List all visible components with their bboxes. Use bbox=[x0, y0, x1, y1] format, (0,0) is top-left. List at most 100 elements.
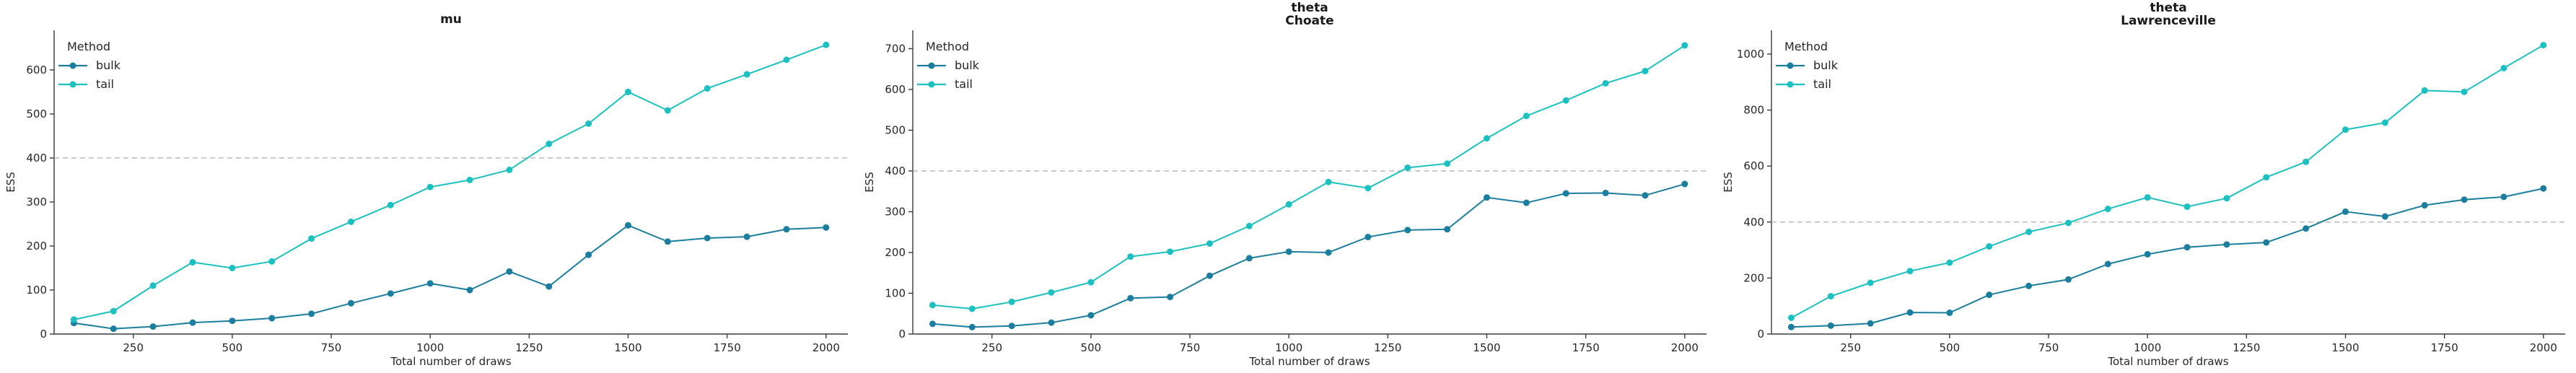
data-point-bulk bbox=[1364, 234, 1372, 241]
legend-marker-tail bbox=[69, 81, 76, 88]
data-point-tail bbox=[229, 264, 236, 271]
x-axis-label: Total number of draws bbox=[1248, 355, 1370, 368]
data-point-tail bbox=[968, 305, 976, 312]
data-point-tail bbox=[1167, 248, 1174, 255]
x-tick-label: 750 bbox=[2038, 341, 2059, 354]
data-point-bulk bbox=[2381, 213, 2388, 220]
data-point-bulk bbox=[743, 233, 750, 240]
x-tick-label: 2000 bbox=[1671, 341, 1699, 354]
data-point-bulk bbox=[1444, 226, 1451, 233]
x-tick-label: 1000 bbox=[416, 341, 444, 354]
x-tick-label: 2000 bbox=[2530, 341, 2557, 354]
data-point-bulk bbox=[2144, 250, 2151, 258]
data-point-bulk bbox=[466, 286, 473, 294]
data-point-tail bbox=[1946, 259, 1953, 266]
data-point-bulk bbox=[783, 226, 790, 233]
y-tick-label: 800 bbox=[1743, 104, 1764, 117]
x-tick-label: 1000 bbox=[2134, 341, 2161, 354]
ess-chart-mu: 0 100 200 300 400 500 600 250 500 750 1000 1250 1500… bbox=[4, 12, 848, 368]
data-point-tail bbox=[149, 282, 157, 289]
data-point-bulk bbox=[110, 325, 117, 333]
data-point-bulk bbox=[1167, 294, 1174, 301]
chart-panel-mu: 0 100 200 300 400 500 600 250 500 750 1000 1250 1500… bbox=[0, 0, 859, 373]
data-point-tail bbox=[1642, 68, 1649, 75]
data-point-tail bbox=[1523, 113, 1530, 120]
data-point-tail bbox=[2104, 206, 2111, 213]
data-point-tail bbox=[1206, 240, 1213, 247]
data-point-tail bbox=[664, 107, 671, 114]
x-tick-label: 1250 bbox=[1374, 341, 1401, 354]
legend-label-tail: tail bbox=[1813, 77, 1831, 91]
data-point-bulk bbox=[1404, 227, 1411, 234]
data-point-bulk bbox=[2025, 282, 2033, 289]
data-point-bulk bbox=[347, 299, 354, 307]
y-tick-label: 0 bbox=[898, 328, 906, 341]
data-point-bulk bbox=[2303, 225, 2310, 232]
data-point-bulk bbox=[823, 224, 830, 231]
data-point-tail bbox=[1245, 222, 1253, 229]
data-point-tail bbox=[585, 120, 592, 127]
x-axis-label: Total number of draws bbox=[2107, 355, 2228, 368]
ess-chart-theta-choate: 0 100 200 300 400 500 600 700 250 500 750 1000 1250 1… bbox=[863, 1, 1707, 368]
data-point-bulk bbox=[1787, 323, 1795, 330]
data-point-tail bbox=[466, 176, 473, 183]
data-point-bulk bbox=[1867, 320, 1874, 327]
data-point-tail bbox=[1787, 314, 1795, 321]
x-tick-label: 500 bbox=[1940, 341, 1961, 354]
data-point-tail bbox=[1444, 160, 1451, 167]
data-point-bulk bbox=[585, 251, 592, 258]
series-line-bulk bbox=[74, 224, 826, 330]
chart-panel-theta-choate: 0 100 200 300 400 500 600 700 250 500 750 1000 1250 1… bbox=[859, 0, 1717, 373]
data-point-bulk bbox=[1827, 322, 1834, 329]
y-tick-label: 500 bbox=[26, 107, 47, 120]
y-axis-label: ESS bbox=[4, 172, 17, 193]
data-point-tail bbox=[704, 85, 711, 92]
data-point-tail bbox=[1364, 185, 1372, 192]
data-point-tail bbox=[2144, 194, 2151, 201]
data-point-tail bbox=[308, 235, 315, 242]
data-point-bulk bbox=[2104, 260, 2111, 268]
data-point-tail bbox=[2461, 88, 2468, 95]
data-point-bulk bbox=[308, 310, 315, 317]
data-point-tail bbox=[347, 218, 354, 225]
legend-title: Method bbox=[926, 40, 969, 53]
legend-label-tail: tail bbox=[96, 77, 114, 91]
x-tick-label: 2000 bbox=[812, 341, 840, 354]
y-tick-label: 600 bbox=[885, 83, 906, 96]
data-point-tail bbox=[426, 183, 434, 190]
data-point-bulk bbox=[1285, 248, 1292, 255]
chart-panel-theta-lawrenceville: 0 200 400 600 800 1000 250 500 750 1000 1250 1500 17… bbox=[1717, 0, 2576, 373]
data-point-tail bbox=[2500, 64, 2507, 71]
data-point-bulk bbox=[929, 320, 936, 328]
data-point-bulk bbox=[2461, 196, 2468, 203]
legend-label-bulk: bulk bbox=[955, 58, 980, 72]
chart-title-line: theta bbox=[1291, 1, 1328, 15]
x-tick-label: 750 bbox=[1180, 341, 1201, 354]
data-point-bulk bbox=[2064, 276, 2072, 283]
data-point-bulk bbox=[387, 290, 394, 297]
data-point-tail bbox=[110, 307, 117, 315]
data-point-tail bbox=[1008, 298, 1015, 305]
data-point-tail bbox=[387, 201, 394, 209]
data-point-bulk bbox=[1206, 272, 1213, 279]
data-point-tail bbox=[743, 71, 750, 78]
series-line-tail bbox=[932, 45, 1686, 310]
legend-label-tail: tail bbox=[955, 77, 973, 91]
data-point-tail bbox=[1867, 279, 1874, 286]
y-tick-label: 1000 bbox=[1737, 48, 1764, 61]
data-point-bulk bbox=[1048, 319, 1055, 326]
data-point-bulk bbox=[1245, 255, 1253, 262]
series-line-bulk bbox=[932, 183, 1686, 328]
data-point-bulk bbox=[268, 315, 276, 322]
x-tick-label: 500 bbox=[222, 341, 243, 354]
ess-chart-theta-lawrenceville: 0 200 400 600 800 1000 250 500 750 1000 1250 1500 17… bbox=[1722, 1, 2565, 368]
y-tick-label: 0 bbox=[1757, 328, 1764, 341]
data-point-tail bbox=[929, 302, 936, 309]
data-point-bulk bbox=[2421, 202, 2428, 209]
y-tick-label: 400 bbox=[885, 164, 906, 177]
x-tick-label: 1750 bbox=[1572, 341, 1600, 354]
data-point-bulk bbox=[1681, 180, 1688, 188]
x-tick-label: 500 bbox=[1081, 341, 1102, 354]
y-tick-label: 300 bbox=[885, 205, 906, 218]
